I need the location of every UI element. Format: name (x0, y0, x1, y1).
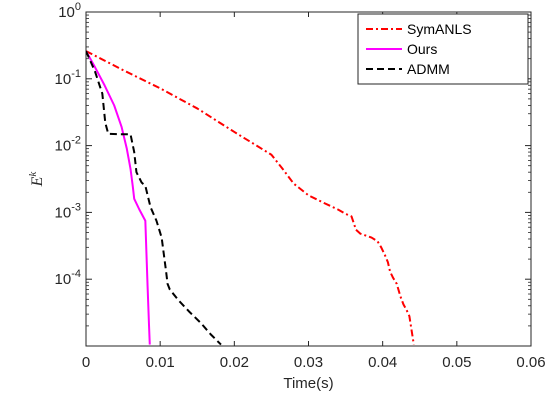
y-tick-label: 10-3 (55, 201, 81, 221)
x-axis-label: Time(s) (283, 375, 333, 392)
y-tick-label: 10-4 (55, 268, 81, 288)
x-tick-label: 0.02 (220, 354, 249, 371)
x-axis: 0 0.01 0.02 0.03 0.04 0.05 0.06 (82, 12, 546, 371)
series-layer (86, 50, 415, 346)
series-line-admm (86, 50, 222, 346)
series-line-symanls (86, 50, 415, 345)
x-tick-label: 0.04 (368, 354, 397, 371)
legend-label-admm: ADMM (407, 61, 450, 77)
legend-label-ours: Ours (407, 41, 437, 57)
y-tick-label: 10-1 (55, 68, 81, 88)
series-line-ours (86, 50, 151, 345)
x-tick-label: 0.06 (516, 354, 545, 371)
y-axis-label: Ek (27, 171, 46, 188)
legend-label-symanls: SymANLS (407, 21, 472, 37)
y-axis-label-superscript: k (27, 171, 39, 177)
y-axis-label-base: E (29, 176, 46, 187)
x-tick-label: 0.05 (442, 354, 471, 371)
x-tick-label: 0.01 (146, 354, 175, 371)
y-tick-label: 10-2 (55, 135, 81, 155)
y-axis: 100 10-1 10-2 10-3 10-4 (55, 1, 531, 327)
x-tick-label: 0.03 (294, 354, 323, 371)
legend: SymANLS Ours ADMM (357, 13, 529, 85)
y-tick-label: 100 (58, 1, 81, 21)
x-tick-label: 0 (82, 354, 90, 371)
